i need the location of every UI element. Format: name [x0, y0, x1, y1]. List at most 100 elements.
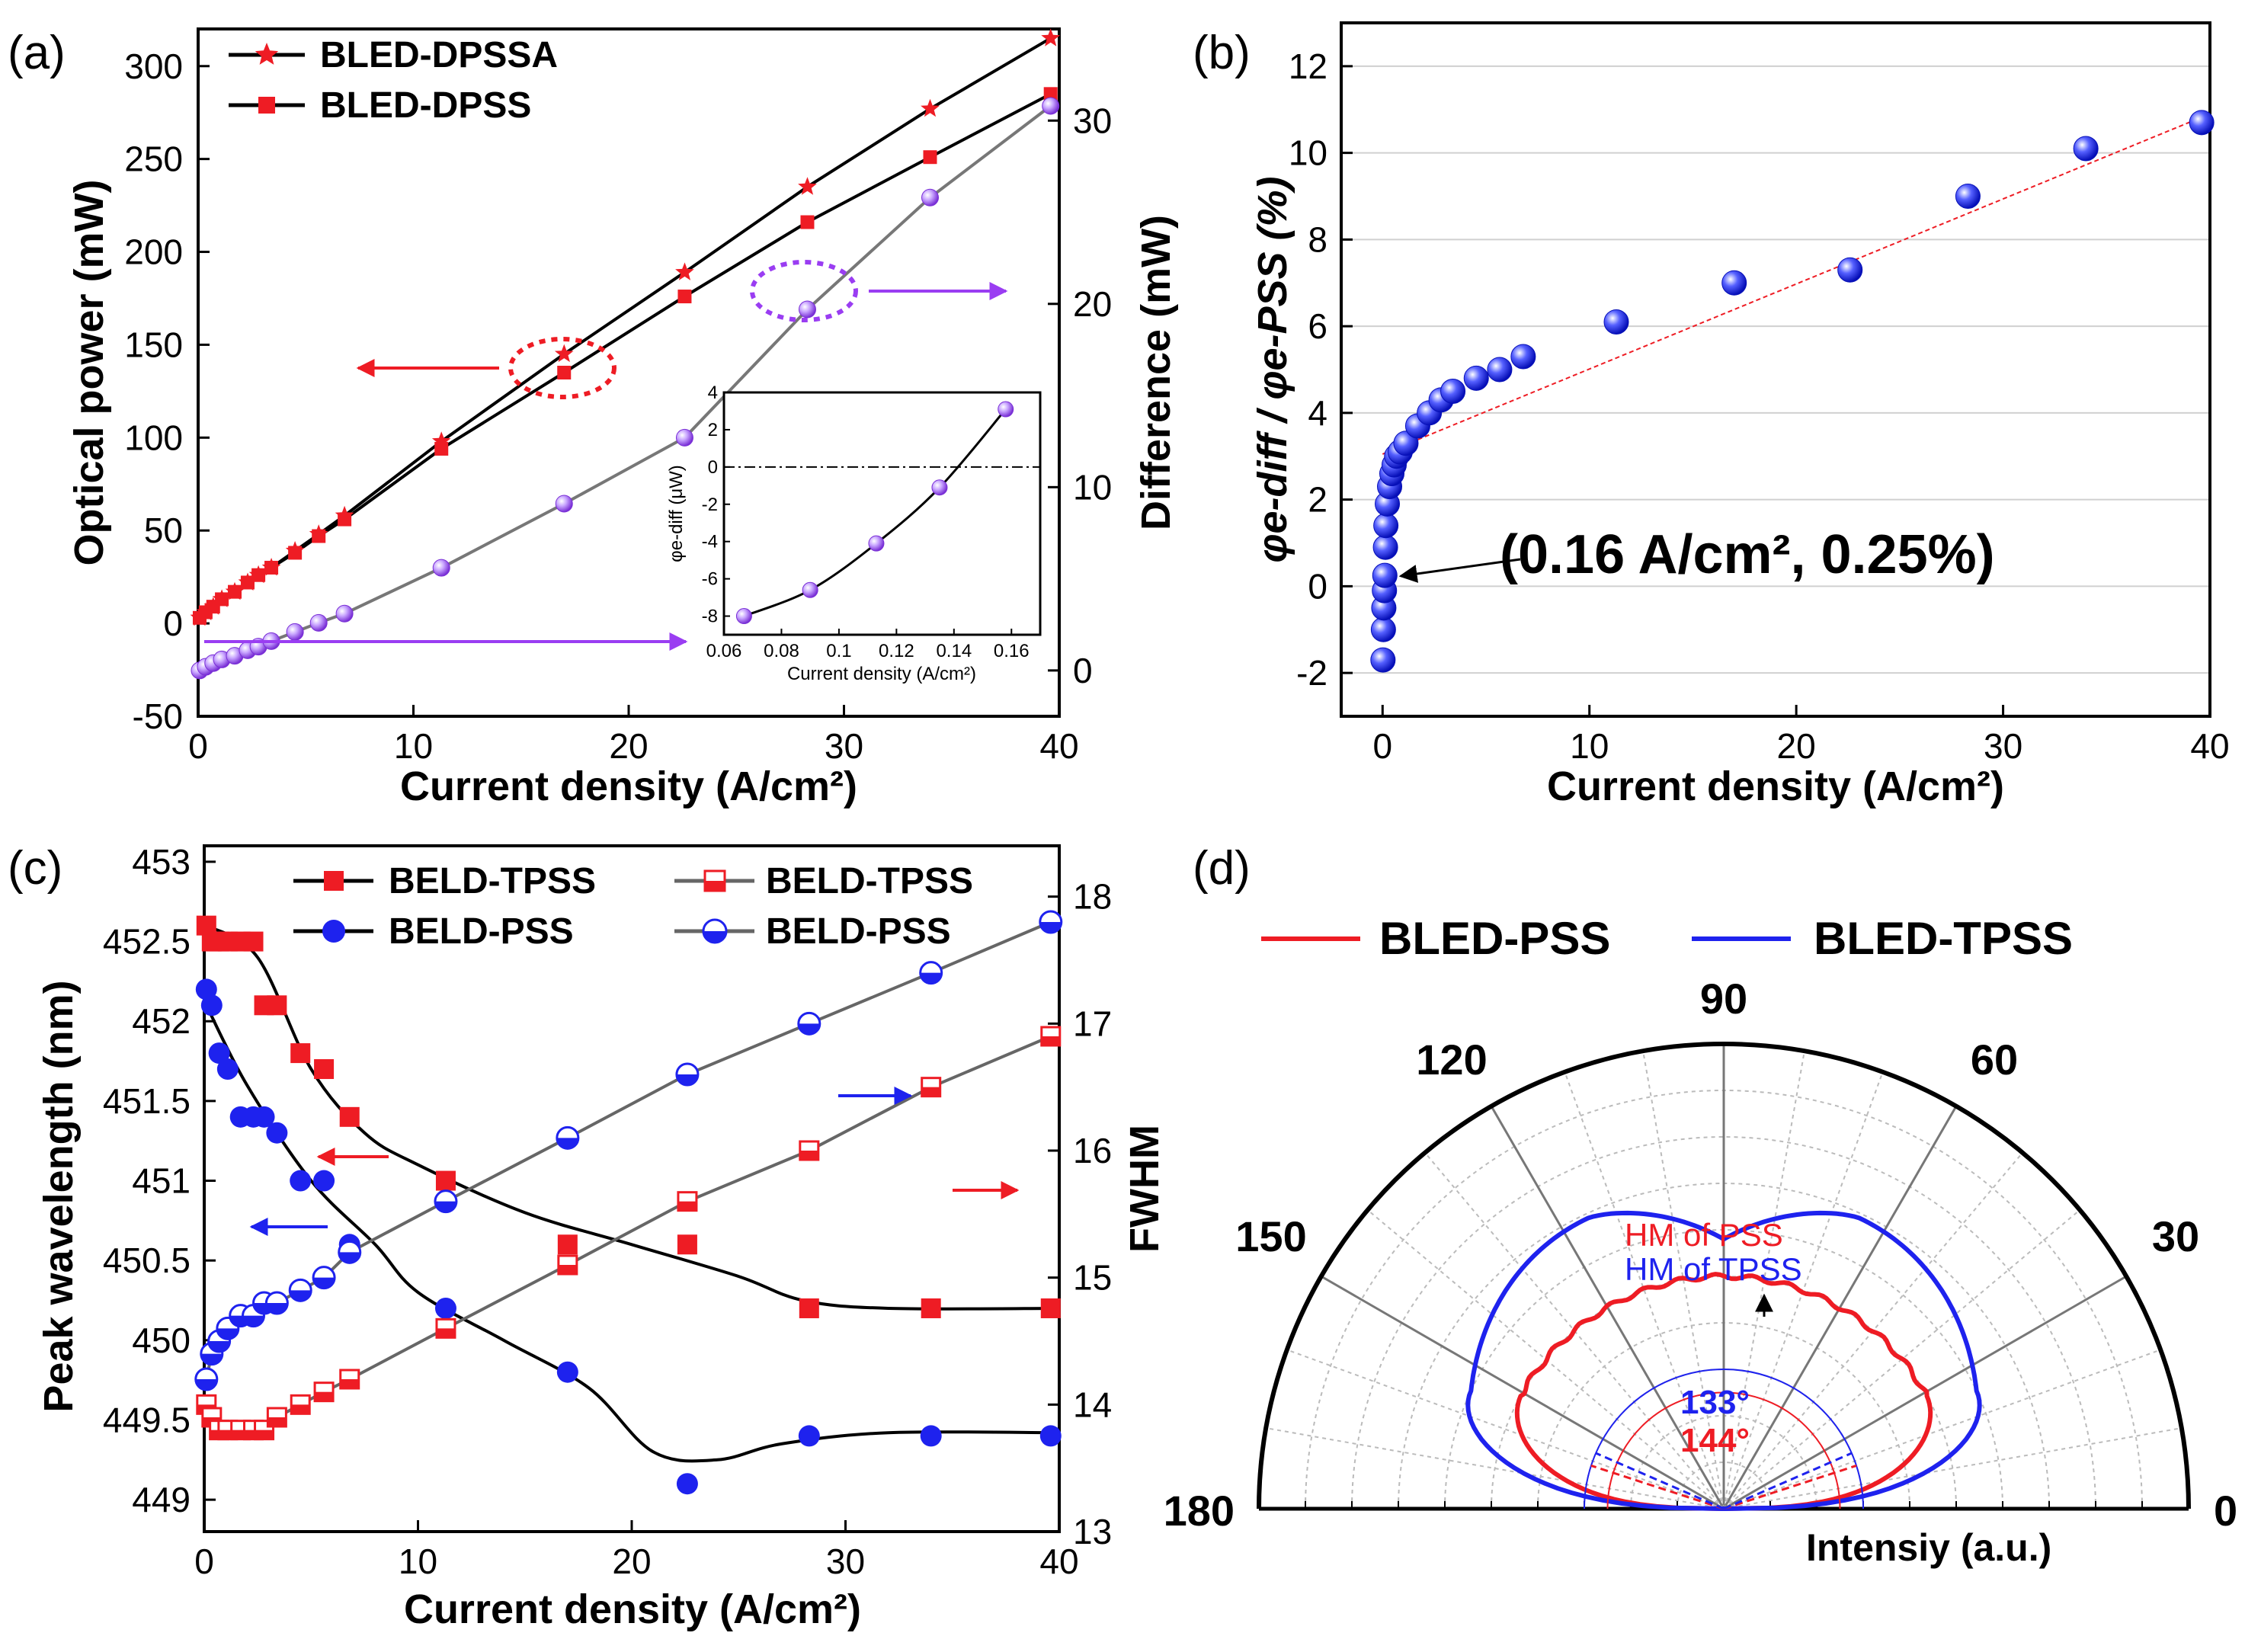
polar-angle-label: 150: [1235, 1212, 1306, 1260]
y-tick-label-b: 2: [1308, 480, 1327, 520]
data-point-pss: [216, 1058, 239, 1081]
y2-tick-label-a: 10: [1073, 467, 1112, 507]
x-tick-label-b: 20: [1777, 726, 1816, 766]
inset-data-point: [931, 479, 948, 496]
data-point-pss: [290, 1170, 312, 1192]
inset-frame: [722, 391, 1042, 636]
data-point-dpss: [312, 529, 326, 543]
data-point-tpss: [799, 1298, 819, 1318]
data-point-pss: [208, 1042, 230, 1065]
hm-ray-tpss: [1723, 1452, 1853, 1510]
inset-x-tick-label: 0.06: [706, 641, 742, 661]
data-point-b: [1510, 344, 1536, 370]
y2-tick-label-c: 16: [1073, 1131, 1112, 1170]
legend-label-tpss-1: BELD-TPSS: [389, 861, 596, 901]
legend-half-circle-shape-fill: [703, 931, 726, 943]
fit-line-b: [1382, 113, 2211, 455]
data-point-dpss: [923, 150, 937, 165]
data-point-b: [1372, 534, 1398, 560]
data-point-pss: [266, 1122, 288, 1144]
hm-ray-pss: [1590, 1465, 1725, 1510]
data-point-dpss: [215, 592, 229, 607]
annotation-arrow-b: [1398, 558, 1521, 583]
data-point-pss: [200, 994, 223, 1016]
annotation-text-b: (0.16 A/cm², 0.25%): [1500, 524, 1995, 585]
inset-y-tick-label: 4: [708, 383, 718, 403]
inset-x-tick-label: 0.08: [764, 641, 799, 661]
data-point-difference: [555, 495, 573, 513]
hm-ray-tpss: [1595, 1452, 1725, 1510]
data-point-pss: [920, 1425, 942, 1447]
data-point-b: [1440, 378, 1466, 404]
x-tick-label-c: 40: [1039, 1542, 1078, 1581]
data-point-dpss: [288, 546, 303, 560]
legend-half-square-shape-fill: [705, 881, 725, 891]
axis-title-x-b: Current density (A/cm²): [1547, 764, 2004, 809]
data-point-b: [1373, 513, 1399, 539]
data-point-tpss-fwhm-fill: [340, 1379, 359, 1388]
inset-y-tick-label: -6: [702, 569, 718, 590]
data-point-tpss: [339, 1106, 360, 1127]
legend-label-tpss-2: BELD-TPSS: [766, 861, 973, 901]
hm-circle-pss: [1606, 1391, 1841, 1510]
data-point-difference: [335, 604, 354, 623]
polar-curves: [1465, 1210, 1982, 1511]
data-point-dpss: [240, 575, 255, 590]
hm-pss-label: HM of PSS: [1625, 1217, 1783, 1253]
highlight-ellipse-purple: [750, 260, 858, 322]
legend-label-pss-1: BELD-PSS: [389, 911, 574, 952]
data-point-difference: [798, 300, 816, 319]
data-point-tpss: [435, 1170, 456, 1191]
x-tick-label-a: 40: [1039, 726, 1078, 766]
polar-angle-label: 60: [1971, 1036, 2018, 1084]
y-tick-label-c: 451: [132, 1161, 191, 1201]
data-point-b: [1370, 647, 1396, 673]
data-point-pss-fwhm-fill: [1039, 922, 1062, 933]
polar-spoke: [1564, 1071, 1725, 1510]
data-point-dpssa: [554, 344, 574, 363]
data-point-pss-fwhm-fill: [676, 1074, 698, 1085]
y2-tick-label-c: 13: [1073, 1512, 1112, 1551]
data-point-pss: [556, 1361, 578, 1383]
x-tick-label-c: 0: [194, 1542, 214, 1581]
x-tick-label-b: 10: [1570, 726, 1609, 766]
x-tick-label-a: 10: [394, 726, 433, 766]
panel-a: (a) 0 10 20 30 40-50050100150200250300010203…: [8, 27, 1179, 809]
legend-label-bled-tpss: BLED-TPSS: [1814, 913, 2073, 964]
data-point-b: [1837, 257, 1863, 283]
x-tick-label-c: 20: [612, 1542, 651, 1581]
data-point-pss: [676, 1473, 698, 1495]
data-point-b: [1721, 270, 1747, 296]
data-point-b: [1487, 357, 1513, 383]
data-point-tpss-fwhm-fill: [799, 1151, 818, 1160]
data-point-pss-fwhm-fill: [556, 1138, 578, 1149]
polar-grid-ring: [1677, 1462, 1771, 1510]
inset-y-tick-label: 2: [708, 420, 718, 440]
plot-frame-b: [1340, 21, 2211, 718]
data-point-difference: [675, 428, 693, 447]
legend-label-dpssa: BLED-DPSSA: [320, 35, 558, 75]
inset-marks: [735, 401, 1014, 625]
y-tick-label-b: 4: [1308, 393, 1327, 433]
data-point-dpss: [434, 441, 449, 456]
panel-b: (b) -2 0 2 4 6 8 10 12 0 10 20 30 40 (0.16 A/cm², 0.…: [1193, 21, 2230, 809]
inset-a: 0.06 0.08 0.1 0.12 0.14 0.16 -8 -6 -4 -2 0 2 4 Curren…: [666, 383, 1042, 684]
axis-title-y-a: Optical power (mW): [66, 179, 112, 565]
inset-y-tick-label: -2: [702, 495, 718, 515]
y-tick-label-a: 100: [124, 418, 183, 457]
data-point-pss: [253, 1106, 275, 1128]
x-tick-label-c: 30: [826, 1542, 865, 1581]
y-tick-label-c: 449.5: [103, 1400, 191, 1439]
y-tick-label-c: 452.5: [103, 922, 191, 962]
data-point-dpss: [251, 568, 266, 582]
data-point-tpss-fwhm-fill: [291, 1404, 310, 1414]
x-tick-label-c: 10: [399, 1542, 437, 1581]
y-tick-label-a: 0: [163, 603, 183, 643]
inset-x-tick-label: 0.12: [879, 641, 914, 661]
data-point-b: [1463, 365, 1489, 391]
data-point-pss-fwhm-fill: [200, 1353, 223, 1365]
inset-y-title: φe-diff (μW): [666, 465, 687, 562]
legend-label-bled-pss: BLED-PSS: [1379, 913, 1610, 964]
inset-data-point: [802, 581, 818, 598]
